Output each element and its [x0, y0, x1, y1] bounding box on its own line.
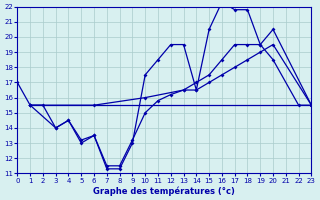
X-axis label: Graphe des températures (°c): Graphe des températures (°c) — [93, 186, 235, 196]
